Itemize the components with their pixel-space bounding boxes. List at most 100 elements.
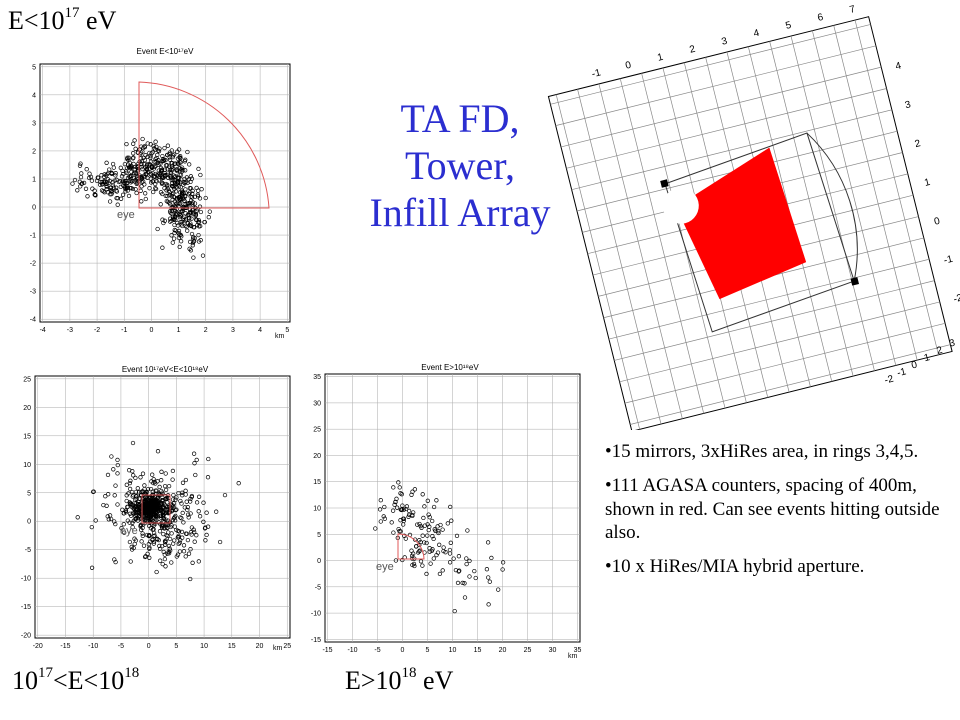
event-point [183, 488, 188, 493]
event-point [437, 542, 442, 547]
event-point [196, 494, 202, 499]
event-point [431, 504, 437, 510]
event-point [199, 187, 204, 192]
event-point [194, 217, 199, 223]
event-point [412, 487, 418, 492]
map-tick-label: 3 [904, 99, 912, 111]
event-point [119, 526, 124, 531]
event-point [125, 185, 130, 191]
event-point [187, 222, 192, 228]
plot-title: Event E<10¹⁷eV [137, 47, 195, 56]
y-tick-label: -20 [21, 633, 31, 640]
event-point [155, 498, 160, 503]
event-point [188, 174, 194, 179]
event-point [160, 504, 166, 509]
x-tick-label: 0 [147, 643, 151, 650]
event-point [127, 160, 132, 165]
event-point [144, 167, 149, 172]
event-point [129, 165, 134, 170]
event-point [393, 499, 398, 505]
event-point [203, 195, 208, 201]
event-point [403, 506, 409, 512]
event-point [169, 560, 174, 565]
event-point [196, 166, 201, 172]
x-tick-label: 10 [449, 647, 457, 654]
event-point [140, 471, 146, 476]
event-point [172, 230, 177, 236]
map-grid-line [619, 78, 705, 414]
y-tick-label: -15 [21, 604, 31, 611]
event-point [158, 202, 163, 207]
event-point [202, 526, 208, 531]
event-point [135, 167, 141, 172]
event-point [181, 549, 187, 554]
x-tick-label: 15 [228, 643, 236, 650]
event-point [195, 207, 200, 212]
plot-title: Event 10¹⁷eV<E<10¹⁸eV [122, 365, 209, 374]
event-point [122, 530, 127, 535]
event-point [154, 144, 159, 149]
event-point [167, 509, 172, 514]
event-point [183, 211, 188, 216]
map-tick-label: 4 [752, 28, 760, 40]
event-point [143, 554, 148, 559]
event-point [178, 219, 183, 225]
map-grid-line [577, 89, 662, 425]
event-point [92, 192, 97, 197]
event-point [186, 551, 192, 556]
label-mid-energy: 1017<E<1018 [12, 665, 140, 695]
event-point [417, 521, 422, 527]
x-tick-label: -4 [40, 327, 46, 334]
x-tick-label: 25 [524, 647, 532, 654]
plot-tick-labels: -20 -15 -10 -5 0 5 10 15 20 25 25 20 15 10 5 0 -5 -10 -15 -… [21, 376, 291, 650]
event-point [111, 165, 116, 170]
event-point [147, 546, 152, 551]
event-point [397, 485, 402, 490]
event-point [128, 180, 133, 185]
event-point [111, 467, 116, 472]
event-point [178, 239, 184, 244]
y-tick-label: 5 [317, 532, 321, 539]
event-point [182, 505, 187, 510]
event-point [170, 183, 175, 189]
event-point [180, 480, 186, 485]
x-tick-label: 5 [426, 647, 430, 654]
event-point [429, 548, 434, 554]
event-point [138, 475, 143, 480]
event-point [393, 558, 399, 563]
event-point [112, 493, 117, 498]
event-point [192, 201, 198, 206]
eye-label: eye [120, 525, 138, 537]
event-point [485, 540, 491, 545]
event-point [120, 192, 126, 197]
event-point [153, 513, 158, 518]
event-point [206, 215, 211, 220]
map-grid-line [624, 322, 946, 404]
event-point [177, 214, 182, 220]
event-point [180, 223, 185, 229]
event-point [105, 472, 111, 478]
event-point [134, 190, 139, 196]
event-point [184, 224, 189, 230]
event-point [176, 231, 181, 236]
event-point [70, 181, 75, 186]
event-point [149, 510, 154, 516]
event-point [163, 471, 168, 476]
event-point [122, 180, 127, 186]
event-point [152, 159, 157, 164]
event-point [143, 191, 148, 196]
event-point [204, 510, 209, 515]
event-point [153, 186, 158, 191]
event-point [412, 537, 418, 542]
map-grid-line [854, 19, 939, 355]
event-point [164, 533, 169, 538]
event-point [160, 191, 165, 197]
event-point [142, 554, 148, 560]
event-point [150, 164, 155, 169]
y-tick-label: 15 [313, 479, 321, 486]
event-point [148, 153, 153, 159]
event-point [135, 164, 141, 169]
event-point [456, 554, 462, 559]
event-point [378, 519, 383, 524]
